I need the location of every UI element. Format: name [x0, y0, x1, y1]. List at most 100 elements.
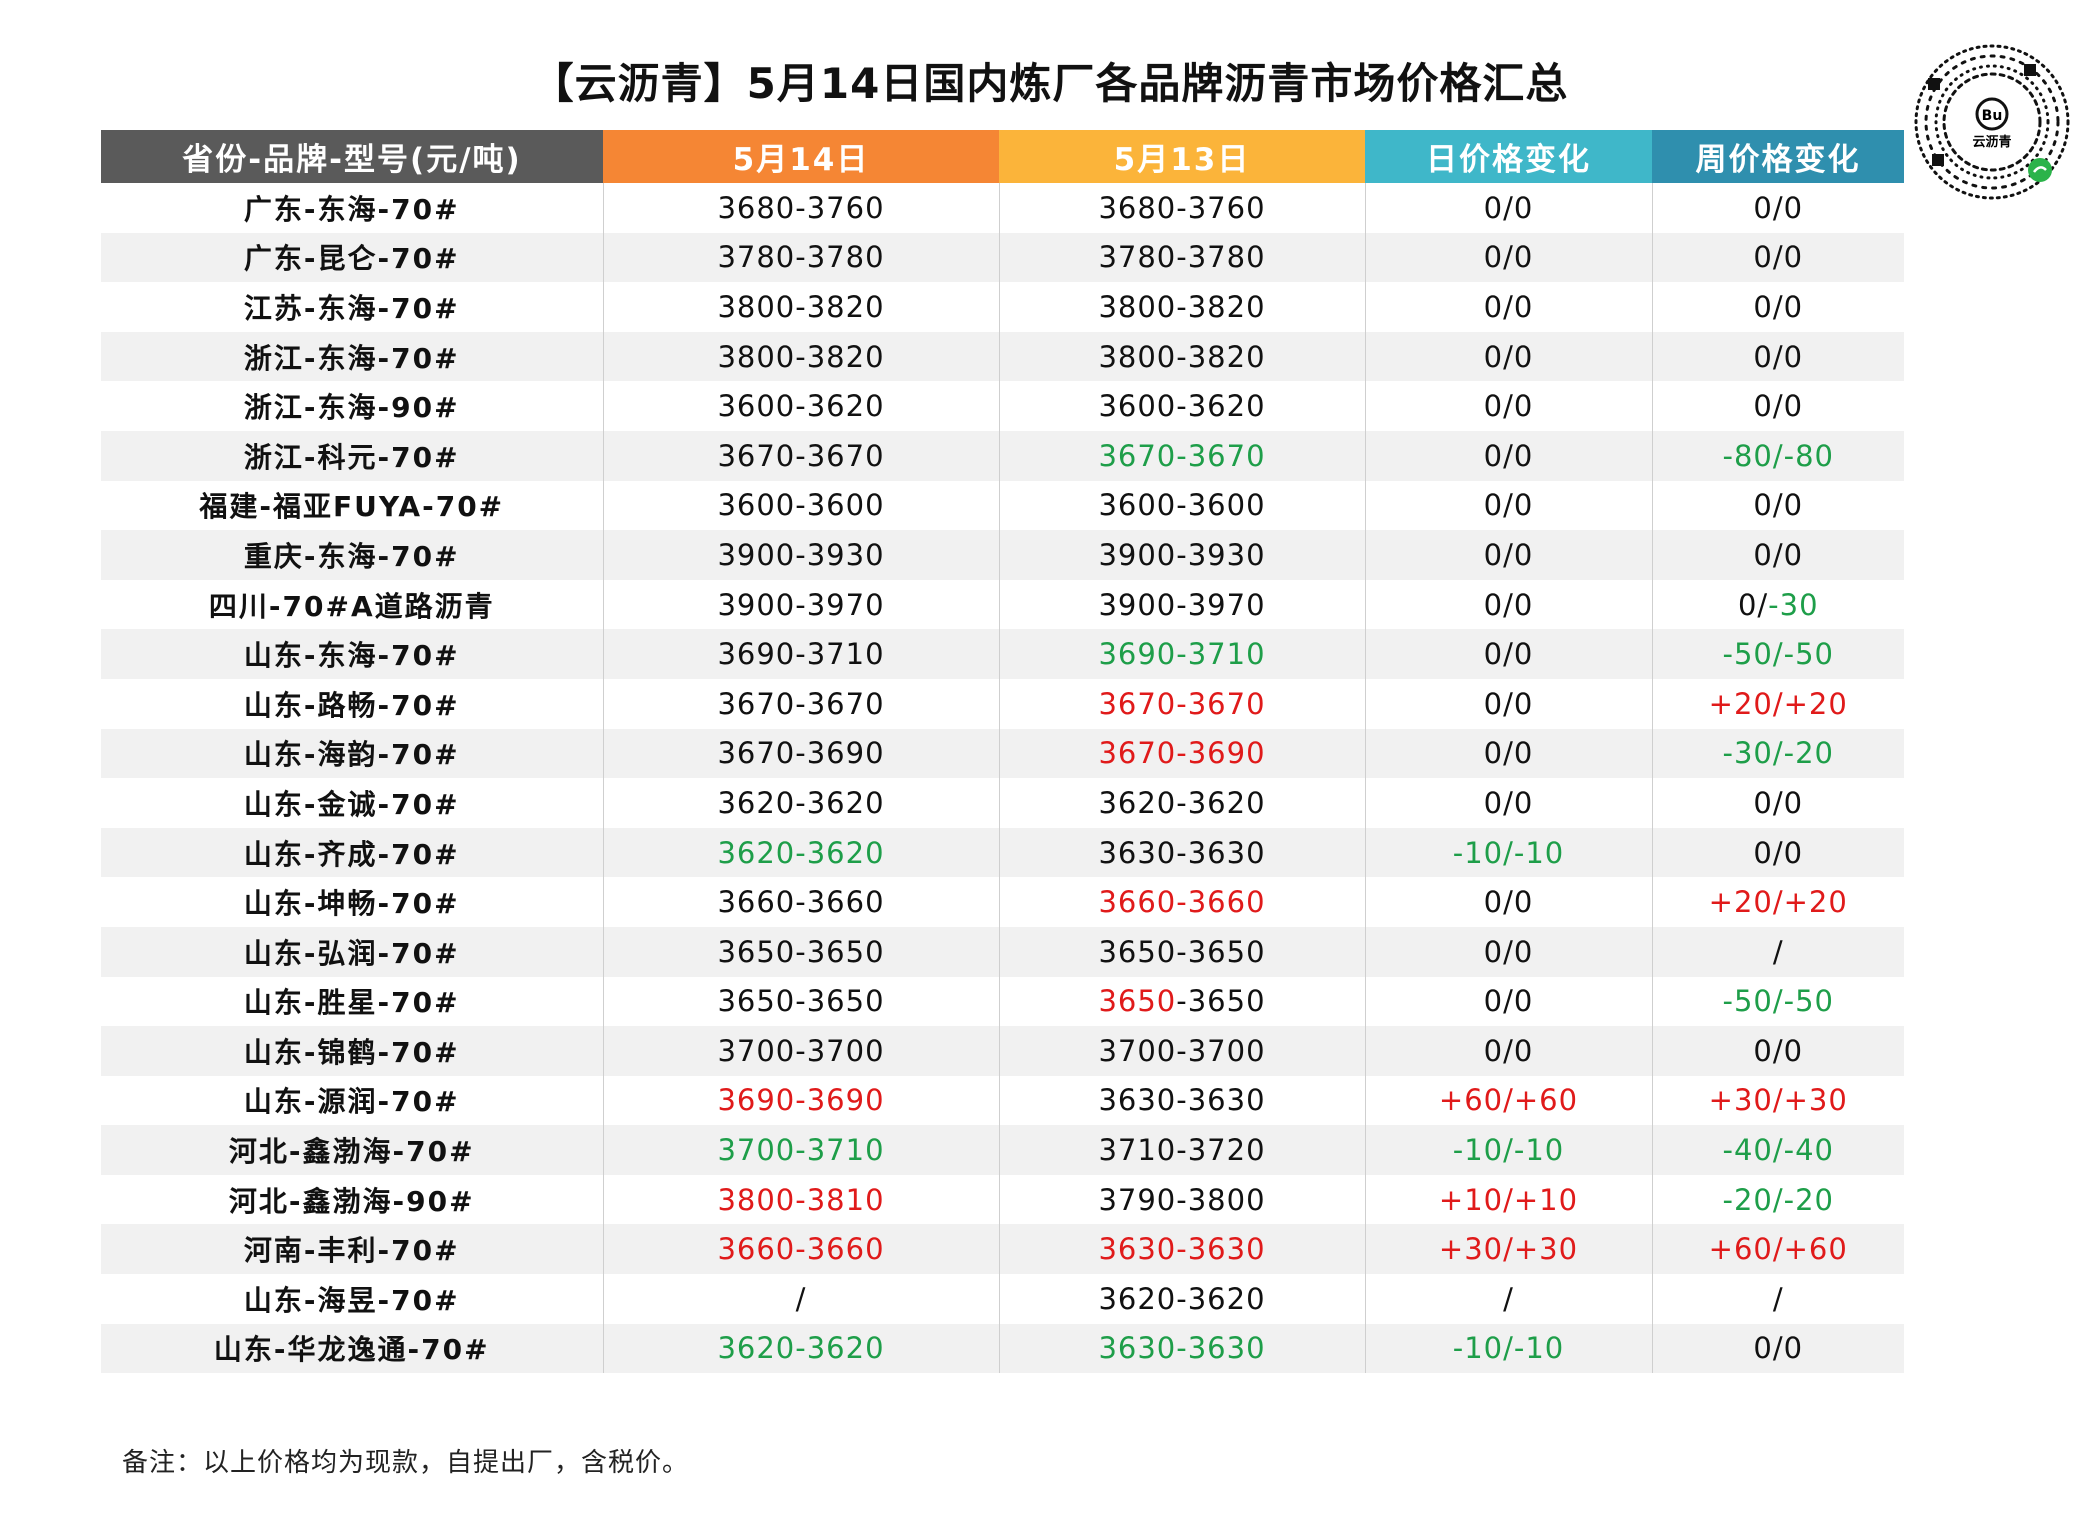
daily-change: 0/0 [1365, 282, 1653, 332]
table-row: 山东-齐成-70# 3620-3620 3630-3630 -10/-10 0/… [101, 827, 1904, 878]
weekly-change: +20/+20 [1708, 686, 1848, 721]
daily-change: +60/+60 [1365, 1075, 1653, 1126]
product-name: 浙江-科元-70# [101, 430, 604, 481]
price-may13: 3680-3760 [999, 183, 1366, 233]
daily-change: 0/0 [1365, 381, 1653, 431]
price-may13: 3670-3670 [999, 678, 1366, 729]
price-may13: 3620-3620 [999, 778, 1366, 828]
product-name: 山东-华龙逸通-70# [101, 1323, 604, 1374]
daily-change: -10/-10 [1365, 827, 1653, 878]
footnote: 备注：以上价格均为现款，自提出厂，含税价。 [122, 1448, 690, 1478]
price-may13: 3700-3700 [999, 1026, 1366, 1076]
column-header-may14: 5月14日 [603, 130, 999, 183]
price-may13: 3620-3620 [999, 1274, 1366, 1324]
product-name: 山东-金诚-70# [101, 778, 604, 828]
daily-change: 0/0 [1365, 678, 1653, 729]
weekly-change: -40/-40 [1652, 1125, 1904, 1175]
price-may14: 3900-3930 [603, 530, 1000, 580]
price-may13: 3600-3620 [999, 381, 1366, 431]
price-may14: 3650-3650 [603, 926, 1000, 977]
price-may14: 3660-3660 [603, 1224, 1000, 1275]
price-may13: 3630-3630 [999, 827, 1366, 878]
product-name: 山东-锦鹤-70# [101, 1026, 604, 1076]
price-may14: 3650-3650 [603, 976, 1000, 1027]
product-name: 山东-齐成-70# [101, 827, 604, 878]
weekly-change: 0/0 [1753, 785, 1804, 820]
price-may14: 3800-3810 [603, 1174, 1000, 1225]
weekly-change: -80/-80 [1652, 430, 1904, 481]
product-name: 河北-鑫渤海-90# [101, 1174, 604, 1225]
price-may14: 3680-3760 [603, 183, 1000, 233]
weekly-change: 0/0 [1753, 289, 1804, 324]
table-row: 山东-华龙逸通-70# 3620-3620 3630-3630 -10/-10 … [101, 1323, 1904, 1374]
weekly-change: -30/-20 [1652, 728, 1904, 779]
table-row: 山东-坤畅-70# 3660-3660 3660-3660 0/0 +20/+2… [101, 877, 1904, 927]
weekly-change: +30/+30 [1708, 1083, 1848, 1118]
price-may13: 3630-3630 [999, 1224, 1366, 1275]
weekly-change: +60/+60 [1652, 1224, 1904, 1275]
daily-change: 0/0 [1365, 728, 1653, 779]
price-may13: 3630-3630 [999, 1323, 1366, 1374]
table-row: 山东-东海-70# 3690-3710 3690-3710 0/0 -50/-5… [101, 629, 1904, 679]
table-row: 山东-路畅-70# 3670-3670 3670-3670 0/0 +20/+2… [101, 678, 1904, 729]
price-may13: 3660-3660 [999, 877, 1366, 927]
price-table: 省份-品牌-型号(元/吨) 5月14日 5月13日 日价格变化 周价格变化 广东… [101, 130, 1904, 1374]
product-name: 四川-70#A道路沥青 [101, 579, 604, 630]
price-may14: 3800-3820 [603, 331, 1000, 382]
daily-change: -10/-10 [1365, 1125, 1653, 1175]
table-row: 山东-锦鹤-70# 3700-3700 3700-3700 0/0 0/0 [101, 1026, 1904, 1076]
price-may13: 3650-3650 [999, 926, 1366, 977]
price-may13: 3800-3820 [999, 282, 1366, 332]
price-may14: 3660-3660 [603, 877, 1000, 927]
price-may13: 3790-3800 [999, 1174, 1366, 1225]
daily-change: 0/0 [1365, 976, 1653, 1027]
price-may13: 3780-3780 [999, 232, 1366, 283]
weekly-change: 0/0 [1652, 530, 1904, 580]
table-row: 浙江-东海-70# 3800-3820 3800-3820 0/0 0/0 [101, 331, 1904, 382]
table-row: 重庆-东海-70# 3900-3930 3900-3930 0/0 0/0 [101, 530, 1904, 580]
price-may13: 3630-3630 [999, 1075, 1366, 1126]
page-title: 【云沥青】5月14日国内炼厂各品牌沥青市场价格汇总 [531, 59, 1569, 108]
product-name: 河南-丰利-70# [101, 1224, 604, 1275]
daily-change: 0/0 [1365, 530, 1653, 580]
product-name: 山东-坤畅-70# [101, 877, 604, 927]
weekly-change: 0/-30 [1652, 580, 1904, 630]
daily-change: 0/0 [1365, 926, 1653, 977]
product-name: 河北-鑫渤海-70# [101, 1125, 604, 1175]
price-may14: 3900-3970 [603, 579, 1000, 630]
product-name: 浙江-东海-90# [101, 381, 604, 431]
table-row: 四川-70#A道路沥青 3900-3970 3900-3970 0/0 0/-3… [101, 579, 1904, 630]
price-may14: 3620-3620 [603, 778, 1000, 828]
price-may13-low: 3650 [1098, 984, 1177, 1019]
price-may13: 3650-3650 [999, 976, 1366, 1027]
weekly-change: -50/-50 [1652, 629, 1904, 679]
price-may14: 3600-3600 [603, 480, 1000, 531]
weekly-change: -50/-50 [1722, 984, 1834, 1019]
price-may14: 3620-3620 [603, 827, 1000, 878]
product-name: 山东-路畅-70# [101, 678, 604, 729]
daily-change: 0/0 [1365, 430, 1653, 481]
table-row: 江苏-东海-70# 3800-3820 3800-3820 0/0 0/0 [101, 282, 1904, 332]
daily-change: +10/+10 [1365, 1174, 1653, 1225]
price-may14: 3700-3710 [603, 1125, 1000, 1175]
table-row: 山东-金诚-70# 3620-3620 3620-3620 0/0 0/0 [101, 778, 1904, 828]
weekly-change: / [1652, 926, 1904, 977]
product-name: 重庆-东海-70# [101, 530, 604, 580]
table-row: 福建-福亚FUYA-70# 3600-3600 3600-3600 0/0 0/… [101, 480, 1904, 531]
weekly-change: 0/0 [1652, 232, 1904, 283]
table-row: 山东-海昱-70# / 3620-3620 / / [101, 1274, 1904, 1324]
table-row: 山东-胜星-70# 3650-3650 3650-3650 0/0 -50/-5… [101, 976, 1904, 1027]
weekly-change: / [1772, 1281, 1784, 1316]
daily-change: +30/+30 [1365, 1224, 1653, 1275]
price-may14: 3690-3690 [603, 1075, 1000, 1126]
table-row: 河北-鑫渤海-70# 3700-3710 3710-3720 -10/-10 -… [101, 1125, 1904, 1175]
price-may13: 3900-3930 [999, 530, 1366, 580]
price-may14: 3700-3700 [603, 1026, 1000, 1076]
daily-change: 0/0 [1365, 877, 1653, 927]
table-row: 浙江-东海-90# 3600-3620 3600-3620 0/0 0/0 [101, 381, 1904, 431]
column-header-daily-change: 日价格变化 [1365, 130, 1652, 183]
weekly-change: 0/0 [1753, 190, 1804, 225]
price-may13: 3800-3820 [999, 331, 1366, 382]
price-may13-high: -3650 [1176, 984, 1266, 1019]
weekly-change: 0/0 [1652, 1323, 1904, 1374]
